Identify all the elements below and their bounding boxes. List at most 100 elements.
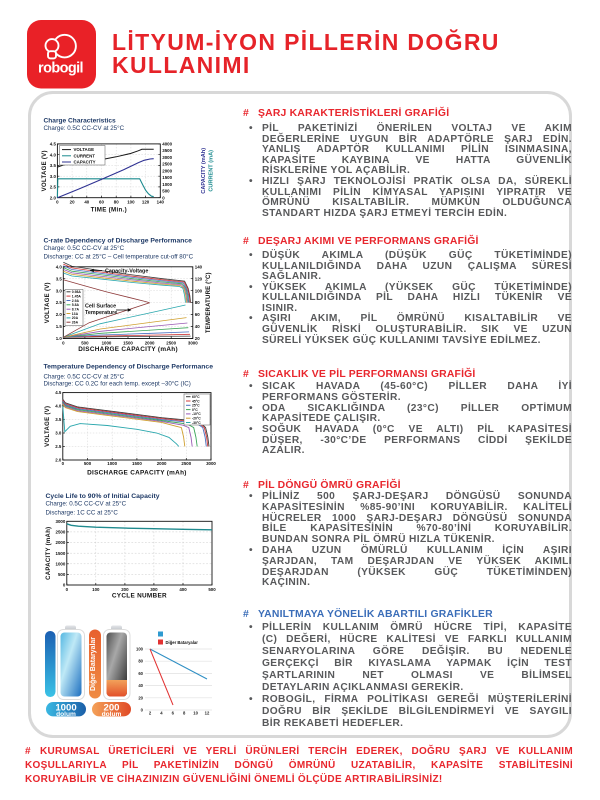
- svg-text:2000: 2000: [157, 461, 167, 466]
- svg-text:1500: 1500: [123, 341, 133, 346]
- svg-text:8: 8: [183, 711, 186, 716]
- svg-text:200: 200: [103, 702, 119, 713]
- svg-text:robogil: robogil: [38, 60, 83, 76]
- svg-text:0: 0: [62, 341, 65, 346]
- svg-text:20: 20: [195, 336, 200, 341]
- svg-text:5.8A: 5.8A: [72, 303, 80, 307]
- svg-text:6: 6: [172, 711, 175, 716]
- svg-text:2500: 2500: [166, 341, 176, 346]
- svg-text:2.9A: 2.9A: [72, 299, 80, 303]
- svg-text:Discharge: CC at 25°C – Cell t: Discharge: CC at 25°C – Cell temperature…: [44, 253, 194, 260]
- svg-text:2: 2: [149, 711, 152, 716]
- svg-text:2500: 2500: [162, 162, 172, 167]
- svg-text:dolum: dolum: [56, 711, 76, 718]
- svg-text:2.5: 2.5: [50, 185, 57, 190]
- svg-text:1500: 1500: [56, 551, 66, 556]
- svg-text:0.98A: 0.98A: [72, 290, 82, 294]
- svg-text:1000: 1000: [102, 341, 112, 346]
- svg-text:VOLTAGE (V): VOLTAGE (V): [45, 282, 51, 323]
- svg-text:Cell Surface: Cell Surface: [85, 304, 116, 310]
- svg-text:2.0: 2.0: [55, 458, 62, 463]
- svg-text:VOLTAGE (V): VOLTAGE (V): [42, 150, 48, 191]
- svg-text:2500: 2500: [181, 461, 191, 466]
- svg-text:VOLTAGE (V): VOLTAGE (V): [45, 406, 51, 447]
- svg-text:25°C: 25°C: [192, 404, 200, 408]
- svg-text:4000: 4000: [162, 142, 172, 147]
- svg-text:500: 500: [84, 461, 92, 466]
- svg-text:20: 20: [138, 695, 143, 700]
- svg-text:Charge: 0.5C CC-CV at 25°C: Charge: 0.5C CC-CV at 25°C: [46, 501, 127, 508]
- svg-text:140: 140: [157, 200, 165, 205]
- svg-text:200: 200: [121, 587, 129, 592]
- svg-text:1000: 1000: [162, 182, 172, 187]
- svg-text:1.5: 1.5: [56, 324, 63, 329]
- svg-text:80: 80: [114, 200, 119, 205]
- svg-text:-20°C: -20°C: [192, 417, 201, 421]
- svg-text:TEMPERATURE (°C): TEMPERATURE (°C): [206, 272, 212, 333]
- svg-text:20: 20: [70, 200, 75, 205]
- svg-text:3.0: 3.0: [55, 431, 62, 436]
- svg-text:3.0: 3.0: [50, 174, 57, 179]
- svg-text:4.0: 4.0: [55, 404, 62, 409]
- svg-text:Charge Characteristics: Charge Characteristics: [44, 118, 117, 125]
- svg-text:140: 140: [195, 264, 203, 269]
- svg-text:10: 10: [193, 711, 198, 716]
- svg-text:4.0: 4.0: [56, 264, 63, 269]
- svg-text:-30°C: -30°C: [192, 421, 201, 425]
- svg-text:0: 0: [162, 195, 165, 200]
- svg-text:DISCHARGE CAPACITY (mAh): DISCHARGE CAPACITY (mAh): [87, 470, 187, 477]
- svg-text:3.5: 3.5: [55, 417, 62, 422]
- svg-text:TIME (Min.): TIME (Min.): [91, 206, 127, 213]
- svg-text:45°C: 45°C: [192, 399, 200, 403]
- svg-text:500: 500: [162, 189, 170, 194]
- svg-text:26A: 26A: [72, 321, 79, 325]
- svg-text:1.0: 1.0: [56, 336, 63, 341]
- svg-text:0: 0: [141, 708, 144, 713]
- svg-text:3.0: 3.0: [56, 288, 63, 293]
- svg-text:3000: 3000: [162, 155, 172, 160]
- svg-text:13A: 13A: [72, 312, 79, 316]
- svg-text:2000: 2000: [56, 540, 66, 545]
- svg-text:2.5: 2.5: [56, 300, 63, 305]
- svg-text:CAPACITY: CAPACITY: [74, 160, 96, 165]
- svg-text:60: 60: [138, 671, 143, 676]
- svg-text:2000: 2000: [145, 341, 155, 346]
- svg-text:Temperature Dependency of Disc: Temperature Dependency of Discharge Perf…: [44, 364, 214, 371]
- svg-text:300: 300: [150, 587, 158, 592]
- svg-text:4.5: 4.5: [55, 390, 62, 395]
- svg-text:80: 80: [195, 300, 200, 305]
- svg-text:dolum: dolum: [102, 711, 122, 718]
- svg-text:3.5: 3.5: [56, 276, 63, 281]
- svg-text:3000: 3000: [206, 461, 216, 466]
- svg-text:40: 40: [84, 200, 89, 205]
- svg-text:40: 40: [138, 683, 143, 688]
- svg-text:Capacity-Voltage: Capacity-Voltage: [105, 269, 148, 275]
- svg-text:500: 500: [58, 572, 66, 577]
- svg-text:1000: 1000: [56, 561, 66, 566]
- svg-text:1.45A: 1.45A: [72, 295, 82, 299]
- svg-text:CAPACITY (mAh): CAPACITY (mAh): [201, 148, 207, 194]
- svg-text:0: 0: [63, 583, 66, 588]
- svg-text:Cycle Life to 90% of Initial C: Cycle Life to 90% of Initial Capacity: [46, 493, 160, 500]
- svg-text:3000: 3000: [188, 341, 198, 346]
- svg-text:60: 60: [195, 312, 200, 317]
- svg-text:40: 40: [195, 324, 200, 329]
- svg-text:Discharge: CC 0.2C for each te: Discharge: CC 0.2C for each temp. except…: [44, 381, 191, 388]
- svg-text:DISCHARGE CAPACITY (mAh): DISCHARGE CAPACITY (mAh): [78, 346, 178, 353]
- svg-text:1000: 1000: [55, 702, 76, 713]
- svg-text:0: 0: [62, 461, 65, 466]
- svg-text:Charge: 0.5C CC-CV at 25°C: Charge: 0.5C CC-CV at 25°C: [44, 125, 125, 132]
- svg-text:60°C: 60°C: [192, 395, 200, 399]
- svg-text:100: 100: [127, 200, 135, 205]
- svg-text:0: 0: [66, 587, 69, 592]
- svg-text:2.0: 2.0: [56, 312, 63, 317]
- svg-text:Temperature: Temperature: [85, 310, 117, 316]
- svg-text:20A: 20A: [72, 316, 79, 320]
- svg-text:3.5: 3.5: [50, 163, 57, 168]
- svg-text:Discharge: 1C CC at 25°C: Discharge: 1C CC at 25°C: [46, 509, 119, 516]
- svg-text:Diğer Bataryalar: Diğer Bataryalar: [90, 637, 97, 691]
- svg-text:C-rate Dependency of Discharge: C-rate Dependency of Discharge Performan…: [44, 238, 193, 245]
- svg-text:2.5: 2.5: [55, 444, 62, 449]
- svg-text:Diğer Bataryalar: Diğer Bataryalar: [166, 640, 199, 645]
- svg-text:CURRENT: CURRENT: [74, 153, 96, 158]
